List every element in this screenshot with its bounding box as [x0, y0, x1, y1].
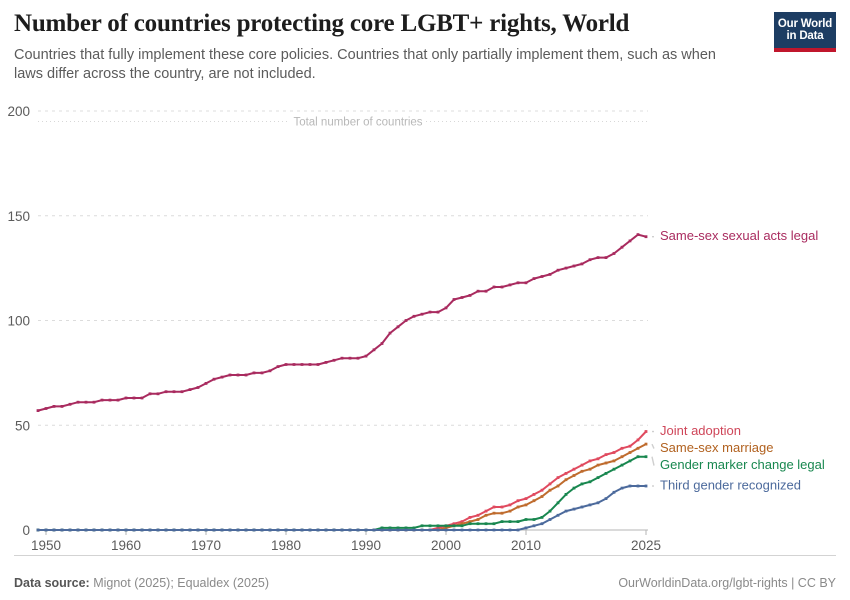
y-axis-tick-0: 0 [22, 523, 30, 538]
x-axis-tick-1980: 1980 [271, 538, 301, 553]
line-chart-svg[interactable]: 0 50 100 150 200 Total number of countries 195… [0, 100, 850, 560]
x-axis-tick-2010: 2010 [511, 538, 541, 553]
chart-subtitle: Countries that fully implement these cor… [14, 46, 716, 83]
y-axis-tick-200: 200 [7, 104, 30, 119]
x-axis-tick-1960: 1960 [111, 538, 141, 553]
data-source-label: Data source: [14, 576, 90, 590]
series-3[interactable] [36, 455, 648, 532]
series-label-2[interactable]: Same-sex marriage [660, 440, 773, 455]
series-2[interactable] [36, 442, 648, 532]
x-axis-tick-1970: 1970 [191, 538, 221, 553]
series-label-1[interactable]: Joint adoption [660, 423, 741, 438]
y-axis-tick-100: 100 [7, 314, 30, 329]
series-0[interactable] [36, 233, 648, 412]
series-label-3[interactable]: Gender marker change legal [660, 457, 825, 472]
y-axis-tick-150: 150 [7, 209, 30, 224]
chart-header: Number of countries protecting core LGBT… [14, 10, 754, 85]
x-axis-tick-2000: 2000 [431, 538, 461, 553]
owid-logo-line1: Our World [777, 17, 833, 30]
data-source: Data source: Mignot (2025); Equaldex (20… [14, 576, 269, 590]
series-label-0[interactable]: Same-sex sexual acts legal [660, 228, 818, 243]
chart-footer: Data source: Mignot (2025); Equaldex (20… [14, 555, 836, 590]
page-title: Number of countries protecting core LGBT… [14, 10, 630, 37]
owid-logo-line2: in Data [786, 30, 824, 42]
annotation-total-countries: Total number of countries [293, 116, 422, 128]
x-axis-tick-2025: 2025 [631, 538, 661, 553]
license-link[interactable]: OurWorldinData.org/lgbt-rights | CC BY [618, 576, 836, 590]
series-4[interactable] [36, 484, 648, 532]
x-axis-tick-1950: 1950 [31, 538, 61, 553]
y-axis-tick-50: 50 [15, 418, 30, 433]
x-axis-tick-1990: 1990 [351, 538, 381, 553]
plot-area[interactable]: 0 50 100 150 200 Total number of countries 195… [0, 100, 850, 560]
owid-logo[interactable]: Our World in Data [774, 12, 836, 52]
series-label-4[interactable]: Third gender recognized [660, 477, 801, 492]
data-source-value: Mignot (2025); Equaldex (2025) [93, 576, 270, 590]
